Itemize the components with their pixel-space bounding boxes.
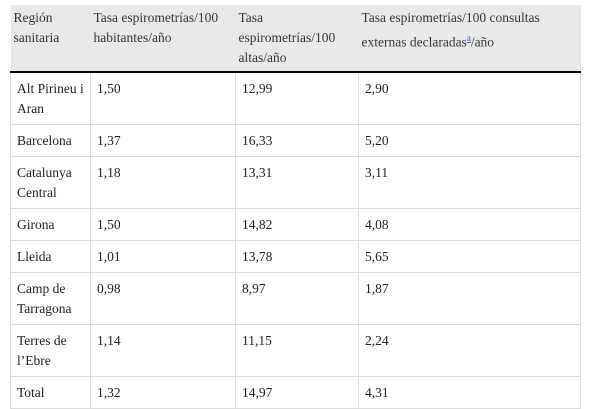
- table-row: Girona 1,50 14,82 4,08: [10, 208, 581, 241]
- value-cell: 1,50: [90, 71, 236, 125]
- value-cell: 16,33: [235, 124, 359, 157]
- footnote-link[interactable]: a: [466, 33, 471, 43]
- header-suffix: /año: [470, 34, 495, 50]
- value-cell: 4,31: [358, 376, 581, 409]
- table-body: Alt Pirineu i Aran 1,50 12,99 2,90 Barcelona…: [10, 71, 581, 409]
- header-cell: Tasa espirometrías/100 habitantes/año: [90, 5, 236, 73]
- region-cell: Total: [10, 376, 91, 409]
- header-cell: Región sanitaria: [10, 5, 91, 73]
- value-cell: 13,78: [235, 240, 359, 273]
- value-cell: 12,99: [235, 71, 359, 125]
- header-text: Tasa espirometrías/100 consultas externa…: [361, 10, 540, 50]
- region-cell: Barcelona: [10, 124, 91, 157]
- table-row: Catalunya Central 1,18 13,31 3,11: [10, 156, 581, 209]
- value-cell: 14,97: [235, 376, 359, 409]
- value-cell: 8,97: [235, 272, 359, 325]
- value-cell: 3,11: [358, 156, 581, 209]
- header-cell: Tasa espirometrías/100 consultas externa…: [358, 5, 581, 73]
- header-row: Región sanitaria Tasa espirometrías/100 h…: [10, 5, 581, 73]
- region-cell: Camp de Tarragona: [10, 272, 91, 325]
- value-cell: 1,87: [358, 272, 581, 325]
- value-cell: 0,98: [90, 272, 236, 325]
- value-cell: 1,32: [90, 376, 236, 409]
- table-row: Total 1,32 14,97 4,31: [10, 376, 581, 409]
- region-cell: Girona: [10, 208, 91, 241]
- region-cell: Alt Pirineu i Aran: [10, 71, 91, 125]
- value-cell: 11,15: [235, 324, 359, 377]
- table-row: Lleida 1,01 13,78 5,65: [10, 240, 581, 273]
- value-cell: 1,01: [90, 240, 236, 273]
- table-header: Región sanitaria Tasa espirometrías/100 h…: [10, 5, 581, 73]
- value-cell: 14,82: [235, 208, 359, 241]
- region-cell: Catalunya Central: [10, 156, 91, 209]
- region-cell: Terres de l’Ebre: [10, 324, 91, 377]
- region-cell: Lleida: [10, 240, 91, 273]
- value-cell: 1,37: [90, 124, 236, 157]
- value-cell: 2,24: [358, 324, 581, 377]
- value-cell: 1,18: [90, 156, 236, 209]
- value-cell: 1,50: [90, 208, 236, 241]
- header-cell: Tasa espirometrías/100 altas/año: [235, 5, 359, 73]
- value-cell: 13,31: [235, 156, 359, 209]
- value-cell: 4,08: [358, 208, 581, 241]
- data-table: Región sanitaria Tasa espirometrías/100 h…: [10, 5, 581, 409]
- value-cell: 1,14: [90, 324, 236, 377]
- table-row: Camp de Tarragona 0,98 8,97 1,87: [10, 272, 581, 325]
- table-row: Terres de l’Ebre 1,14 11,15 2,24: [10, 324, 581, 377]
- footnote-marker: a: [467, 32, 471, 44]
- table-row: Barcelona 1,37 16,33 5,20: [10, 124, 581, 157]
- table-row: Alt Pirineu i Aran 1,50 12,99 2,90: [10, 71, 581, 125]
- value-cell: 5,20: [358, 124, 581, 157]
- value-cell: 2,90: [358, 71, 581, 125]
- value-cell: 5,65: [358, 240, 581, 273]
